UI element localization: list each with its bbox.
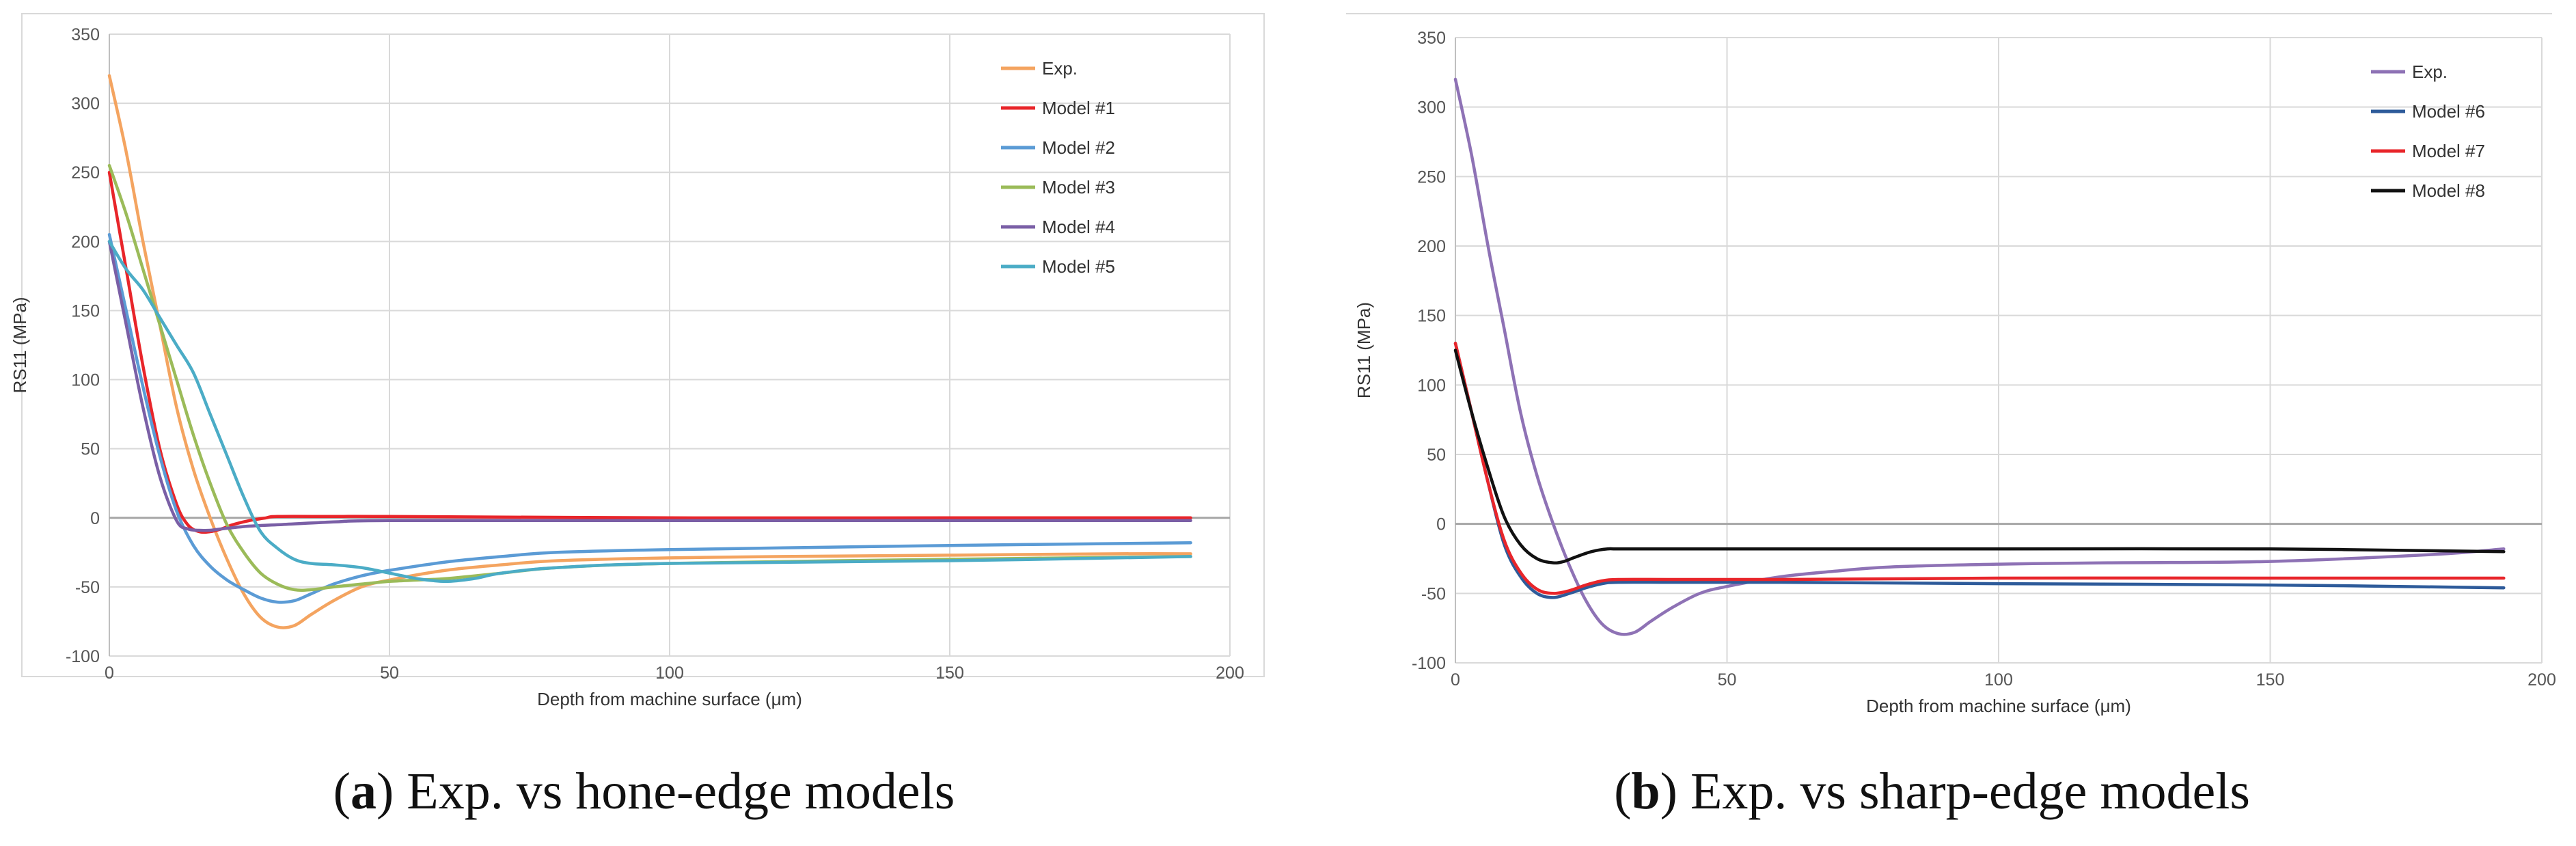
y-tick-label: 0 <box>1436 515 1446 534</box>
caption-a-label: a <box>350 763 376 820</box>
series-line-model-5 <box>107 240 1192 584</box>
caption-b-text: Exp. vs sharp-edge models <box>1690 763 2250 820</box>
y-tick-label: 200 <box>1417 237 1446 256</box>
y-tick-label: 100 <box>1417 376 1446 395</box>
x-tick-label: 0 <box>1451 670 1460 690</box>
legend-label-model-2: Model #2 <box>1042 137 1115 158</box>
series-lines <box>107 74 1192 629</box>
legend-label-model-8: Model #8 <box>2412 180 2485 201</box>
legend-label-model-1: Model #1 <box>1042 98 1115 118</box>
chart-b-svg: -100 -50 0 50 100 150 200 250 300 350 0 50 100 150 200… <box>1346 13 2556 716</box>
legend-label-model-7: Model #7 <box>2412 141 2485 161</box>
series-line-model-2 <box>107 232 1192 604</box>
x-tick-label: 200 <box>1216 664 1244 683</box>
x-tick-label: 0 <box>105 664 114 683</box>
y-tick-label: 300 <box>1417 98 1446 118</box>
gridlines <box>1455 37 2543 664</box>
legend-label-model-3: Model #3 <box>1042 177 1115 197</box>
y-axis-title: RS11 (MPa) <box>1354 302 1374 398</box>
y-tick-label: 250 <box>1417 167 1446 187</box>
legend-label-model-4: Model #4 <box>1042 217 1115 237</box>
gridlines <box>109 33 1231 657</box>
y-tick-label: -50 <box>75 578 100 597</box>
caption-b-label: b <box>1631 763 1660 820</box>
series-line-model-1 <box>107 170 1192 534</box>
legend-label-model-6: Model #6 <box>2412 101 2485 122</box>
caption-a-text: Exp. vs hone-edge models <box>407 763 955 820</box>
legend: Exp. Model #6 Model #7 Model #8 <box>2371 62 2485 201</box>
chart-panel-b: -100 -50 0 50 100 150 200 250 300 350 0 50 100 150 200… <box>1288 0 2576 846</box>
y-tick-label: 350 <box>1417 29 1446 48</box>
y-tick-label: 350 <box>71 25 100 44</box>
x-axis-title: Depth from machine surface (μm) <box>537 689 802 709</box>
series-line-model-7 <box>1453 342 2506 595</box>
legend-label-model-5: Model #5 <box>1042 256 1115 277</box>
series-lines <box>1453 77 2506 636</box>
chart-panel-a: -100 -50 0 50 100 150 200 250 300 350 0 50 100 150 200… <box>10 13 1265 820</box>
chart-a-svg: -100 -50 0 50 100 150 200 250 300 350 0 50 100 150 200… <box>10 13 1265 709</box>
y-tick-label: 50 <box>1427 446 1446 465</box>
caption-a: (a) Exp. vs hone-edge models <box>333 763 955 820</box>
y-tick-label: 250 <box>71 163 100 182</box>
y-tick-label: 150 <box>1417 307 1446 326</box>
y-tick-label: 0 <box>90 509 100 528</box>
series-line-model-8 <box>1453 349 2506 565</box>
x-tick-label: 50 <box>380 664 399 683</box>
y-tick-label: -50 <box>1421 584 1446 603</box>
legend: Exp. Model #1 Model #2 Model #3 Model #4 Mode… <box>1001 58 1115 277</box>
y-tick-label: 50 <box>81 440 100 459</box>
y-tick-label: 200 <box>71 232 100 251</box>
legend-label-exp: Exp. <box>1042 58 1078 79</box>
y-tick-label: 300 <box>71 94 100 113</box>
x-tick-label: 100 <box>1984 670 2013 690</box>
y-axis-title: RS11 (MPa) <box>10 297 30 393</box>
legend-label-exp: Exp. <box>2412 62 2448 82</box>
y-tick-label: -100 <box>66 647 100 666</box>
x-tick-label: 100 <box>655 664 684 683</box>
x-tick-label: 50 <box>1718 670 1737 690</box>
x-tick-label: 150 <box>2256 670 2285 690</box>
series-line-model-4 <box>107 240 1192 532</box>
y-tick-label: 150 <box>71 301 100 320</box>
y-tick-label: 100 <box>71 371 100 390</box>
x-tick-label: 150 <box>935 664 964 683</box>
caption-b: (b) Exp. vs sharp-edge models <box>1614 763 2250 820</box>
series-line-exp <box>1453 77 2506 636</box>
x-axis-title: Depth from machine surface (μm) <box>1866 696 2131 716</box>
y-tick-label: -100 <box>1412 654 1446 673</box>
x-tick-label: 200 <box>2527 670 2556 690</box>
series-line-exp <box>107 74 1192 629</box>
